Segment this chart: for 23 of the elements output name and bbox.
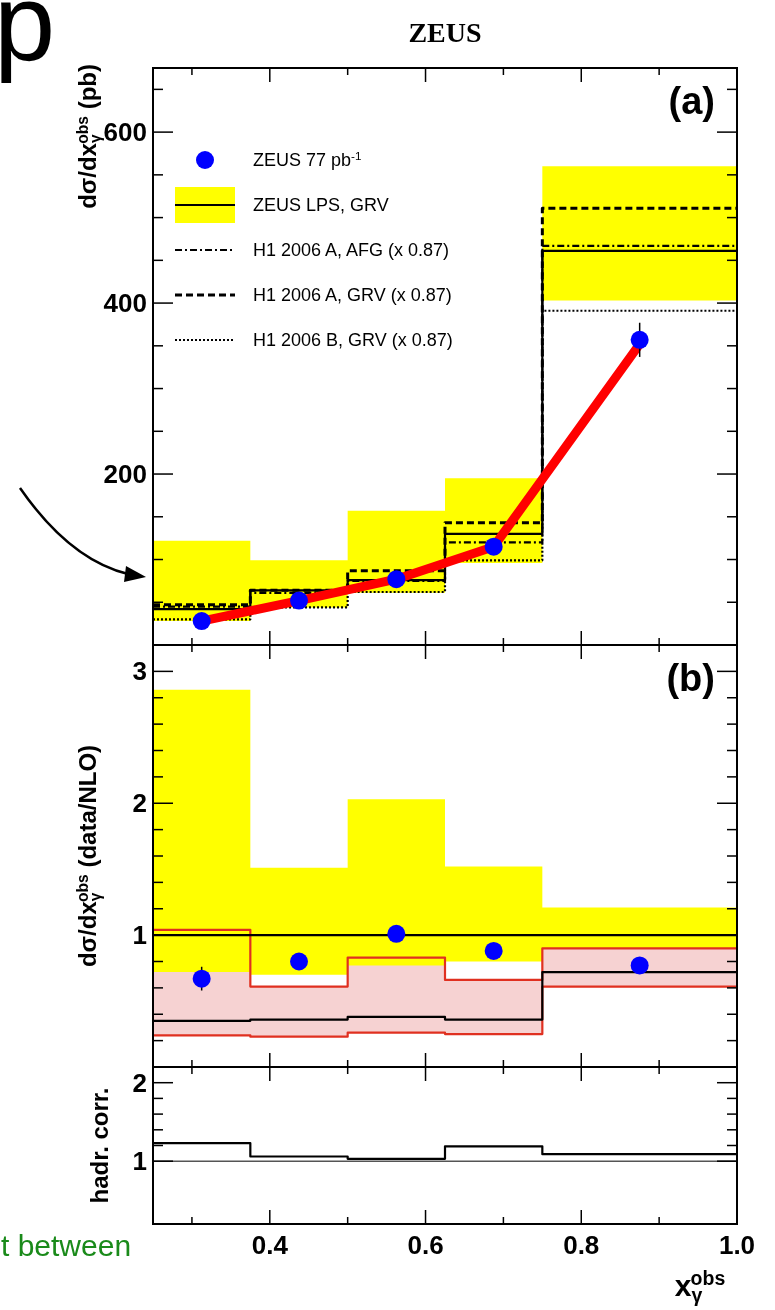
chart-title: ZEUS xyxy=(408,17,482,48)
y-tick-label: 600 xyxy=(103,117,147,148)
y-tick-label: 2 xyxy=(132,788,147,819)
y-tick-label: 2 xyxy=(132,1067,147,1098)
y-tick-label: 1 xyxy=(132,1146,147,1177)
legend-label: H1 2006 A, AFG (x 0.87) xyxy=(253,240,450,261)
y-tick-label: 200 xyxy=(103,459,147,490)
legend-label: ZEUS 77 pb$^{-1}$ xyxy=(253,148,362,171)
y-tick-label: 400 xyxy=(103,288,147,319)
x-tick-label: 0.6 xyxy=(407,1230,444,1260)
legend-label: ZEUS LPS, GRV xyxy=(253,195,389,216)
y-tick-label: 3 xyxy=(132,656,147,687)
legend-label: H1 2006 A, GRV (x 0.87) xyxy=(253,285,452,306)
text: t between xyxy=(1,1229,132,1262)
x-tick-label: 1.0 xyxy=(718,1230,756,1260)
text: p xyxy=(0,0,56,83)
y-axis-title: hadr. corr. xyxy=(86,1087,113,1204)
legend-label: H1 2006 B, GRV (x 0.87) xyxy=(253,330,453,351)
annotation: (a) xyxy=(668,80,715,122)
x-tick-label: 0.4 xyxy=(251,1230,289,1260)
x-tick-label: 0.8 xyxy=(563,1230,600,1260)
y-tick-label: 1 xyxy=(132,920,147,951)
annotation: (b) xyxy=(666,657,715,699)
